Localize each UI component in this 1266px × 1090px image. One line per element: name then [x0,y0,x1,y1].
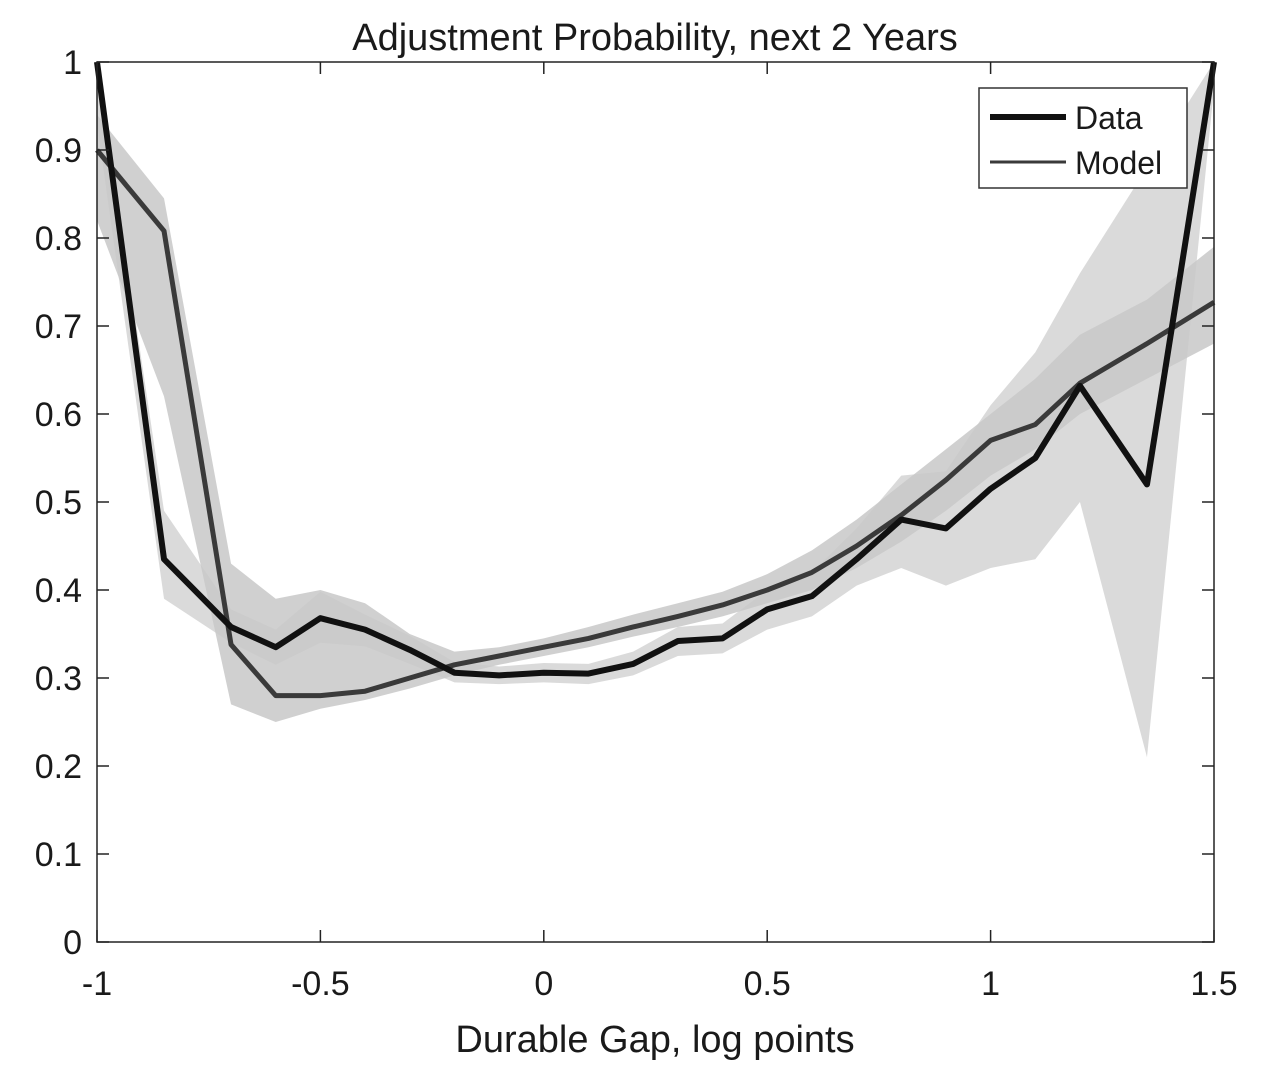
series-line-data [94,61,1217,679]
legend-box [978,87,1188,189]
x-tick-label: 0.5 [744,965,791,1003]
y-tick-label: 1 [63,44,82,82]
band-model [97,114,1214,723]
x-tick-label: -1 [82,965,112,1003]
x-tick-label: -0.5 [291,965,350,1003]
x-axis-label: Durable Gap, log points [455,1019,854,1061]
chart-title: Adjustment Probability, next 2 Years [352,17,958,59]
axis-ticks [96,61,1215,943]
y-tick-labels: 0 0.1 0.2 0.3 0.4 0.5 0.6 0.7 0.8 0.9 1 [35,44,82,962]
confidence-bands [97,62,1214,758]
legend: Data Model [978,87,1188,189]
x-tick-label: 0 [534,965,553,1003]
legend-label-model: Model [1075,145,1162,181]
y-tick-label: 0.3 [35,660,82,698]
y-tick-label: 0.8 [35,220,82,258]
x-tick-label: 1.5 [1190,965,1237,1003]
series-lines [94,61,1217,699]
y-tick-label: 0.5 [35,484,82,522]
y-tick-label: 0.4 [35,572,82,610]
y-tick-label: 0.1 [35,836,82,874]
y-tick-label: 0 [63,924,82,962]
legend-label-data: Data [1075,100,1143,136]
y-tick-label: 0.2 [35,748,82,786]
x-tick-labels: -1 -0.5 0 0.5 1 1.5 [82,965,1238,1003]
x-tick-label: 1 [981,965,1000,1003]
y-tick-label: 0.7 [35,308,82,346]
y-tick-label: 0.9 [35,132,82,170]
band-data [97,62,1214,758]
y-tick-label: 0.6 [35,396,82,434]
series-line-model [95,148,1216,699]
